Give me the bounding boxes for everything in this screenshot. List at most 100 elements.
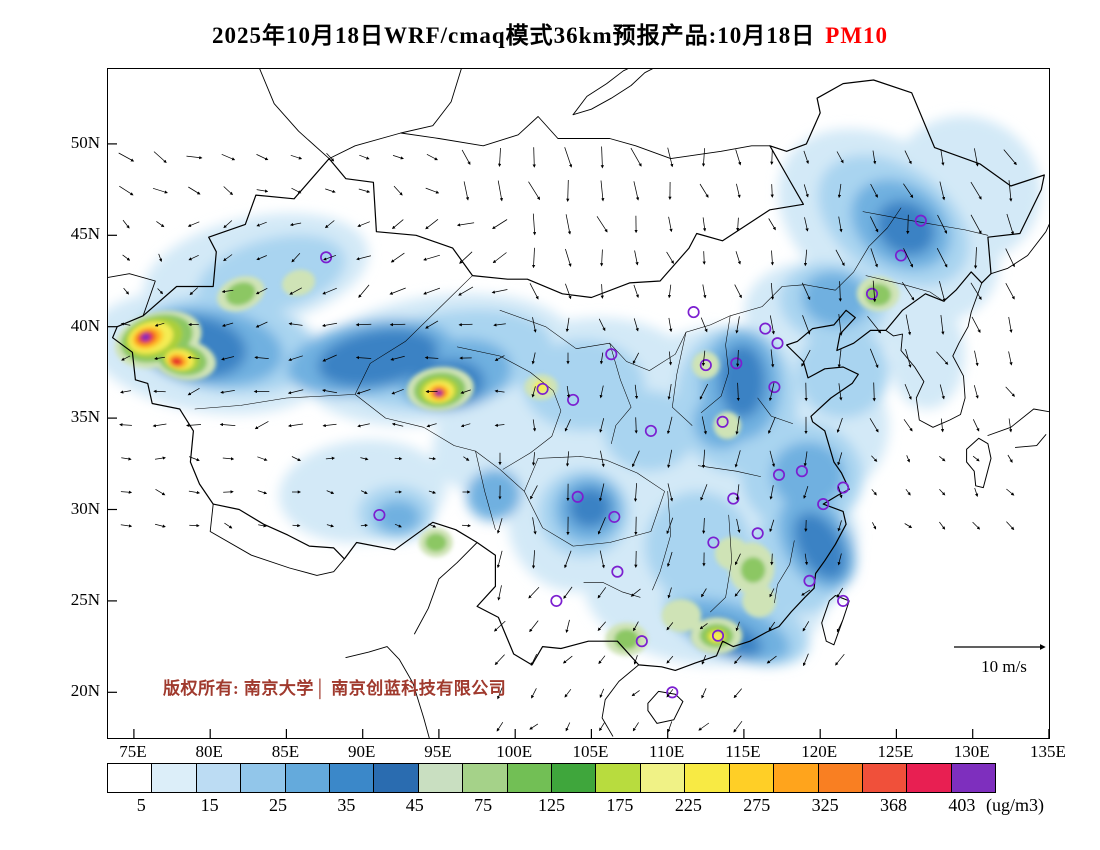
wind-vector <box>666 517 674 535</box>
wind-vector <box>119 185 134 196</box>
wind-vector <box>939 281 946 302</box>
wind-vector <box>531 352 536 365</box>
lat-tick-label: 50N <box>70 132 100 152</box>
wind-vector <box>120 490 133 494</box>
wind-vector <box>940 149 945 166</box>
wind-vector <box>768 621 776 631</box>
wind-vector <box>188 456 200 462</box>
wind-vector <box>770 184 774 198</box>
pm10-contour-blob <box>317 328 439 387</box>
wind-vector <box>634 384 639 400</box>
wind-vector <box>869 216 879 233</box>
colorbar-cell <box>729 764 775 792</box>
wind-vector <box>463 456 470 461</box>
wind-vector <box>903 248 913 268</box>
lon-tick-label: 130E <box>953 742 990 761</box>
wind-vector <box>529 723 539 730</box>
colorbar-cell <box>507 764 553 792</box>
colorbar-unit: (ug/m3) <box>986 795 1044 815</box>
wind-vector <box>770 250 774 266</box>
lat-tick-label: 25N <box>70 589 100 609</box>
wind-vector <box>667 587 672 599</box>
wind-vector <box>667 721 673 733</box>
colorbar-cell <box>330 764 375 792</box>
wind-vector <box>1006 213 1014 235</box>
wind-vector <box>667 284 672 299</box>
wind-vector <box>633 284 639 299</box>
wind-vector <box>803 249 808 267</box>
colorbar-cell <box>152 764 197 792</box>
wind-vector <box>734 553 741 566</box>
wind-vector <box>1008 180 1013 202</box>
wind-vector <box>702 251 706 265</box>
wind-vector <box>291 456 301 461</box>
city-markers <box>320 214 927 699</box>
wind-vector <box>1005 248 1015 268</box>
wind-vector <box>734 588 741 597</box>
wind-vector <box>836 151 844 164</box>
province-boundary-line <box>697 465 761 477</box>
wind-vector <box>291 253 301 263</box>
foreign-boundary-line <box>108 273 156 317</box>
wind-vector <box>360 457 369 461</box>
wind-vector <box>735 316 740 334</box>
wind-vector <box>531 550 536 569</box>
wind-vector <box>531 452 536 466</box>
wind-vector <box>769 315 775 335</box>
province-boundary-line <box>862 211 989 236</box>
city-marker <box>571 490 584 503</box>
lon-tick-label: 125E <box>877 742 914 761</box>
wind-vector <box>224 522 233 529</box>
wind-vector <box>972 455 980 462</box>
wind-vector <box>631 690 640 697</box>
province-boundary-line <box>354 394 496 530</box>
wind-vector <box>973 385 979 399</box>
wind-vector <box>257 456 268 461</box>
wind-vector <box>532 419 537 432</box>
province-boundary-line <box>757 397 793 424</box>
wind-vector <box>702 217 707 232</box>
wind-vector <box>870 183 878 198</box>
wind-vector <box>492 252 507 264</box>
city-marker <box>837 594 850 607</box>
wind-vector <box>970 214 982 235</box>
wind-vector <box>599 385 604 399</box>
wind-vector <box>458 286 474 296</box>
wind-vector <box>668 317 673 333</box>
city-marker <box>608 510 621 523</box>
foreign-boundary-line <box>259 69 330 160</box>
wind-vector <box>322 388 338 394</box>
wind-vector <box>974 487 979 497</box>
wind-vector <box>872 150 877 165</box>
wind-vector <box>562 655 573 664</box>
pm10-contour-blob <box>568 487 612 528</box>
wind-vector <box>1006 521 1015 531</box>
wind-vector <box>497 687 503 700</box>
pm10-contour-blob <box>644 491 752 601</box>
wind-vector <box>801 349 811 367</box>
wind-vector <box>120 524 133 528</box>
wind-vector <box>322 423 337 428</box>
city-marker <box>716 415 729 428</box>
wind-vector <box>428 490 437 494</box>
wind-vector <box>121 457 132 461</box>
wind-vector <box>769 588 775 598</box>
lat-tick-label: 45N <box>70 224 100 244</box>
wind-vector <box>700 484 708 501</box>
wind-vector <box>666 655 674 664</box>
colorbar-cell <box>463 764 508 792</box>
wind-vectors <box>118 146 1017 733</box>
wind-vector <box>566 385 571 398</box>
wind-vector <box>836 620 843 633</box>
wind-vector <box>972 521 981 530</box>
forecast-map <box>107 68 1050 739</box>
wind-vector <box>970 282 982 301</box>
wind-vector <box>494 654 505 666</box>
wind-vector <box>392 155 404 160</box>
wind-vector <box>936 248 948 268</box>
wind-vector <box>492 219 508 230</box>
wind-vector <box>356 389 371 395</box>
wind-vector <box>565 214 572 235</box>
wind-vector <box>770 149 774 165</box>
wind-vector <box>735 621 740 632</box>
